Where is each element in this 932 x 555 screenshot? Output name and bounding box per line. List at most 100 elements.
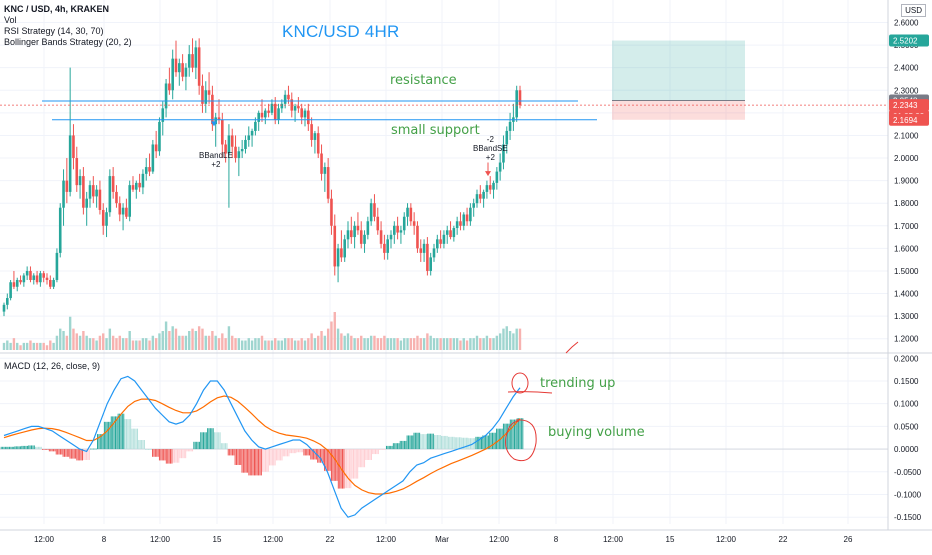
macd-histogram-bar — [200, 432, 202, 450]
macd-histogram-bar — [403, 440, 405, 450]
macd-histogram-bar — [392, 443, 394, 450]
volume-bar — [131, 340, 135, 350]
candle-body — [201, 85, 204, 104]
symbol-title[interactable]: KNC / USD, 4h, KRAKEN — [4, 4, 110, 14]
macd-histogram-bar — [369, 449, 371, 460]
volume-bar — [62, 331, 65, 350]
indicator-vol[interactable]: Vol — [4, 15, 17, 25]
macd-histogram-bar — [138, 440, 140, 450]
candle-body — [6, 298, 9, 305]
macd-histogram-bar — [236, 449, 238, 465]
macd-histogram-bar — [238, 449, 240, 465]
macd-histogram-bar — [425, 434, 427, 450]
volume-bar — [52, 342, 55, 350]
candle-body — [293, 106, 297, 111]
macd-histogram-bar — [330, 449, 332, 481]
macd-pane — [0, 375, 888, 518]
volume-bar — [274, 338, 277, 350]
indicator-bollinger[interactable]: Bollinger Bands Strategy (20, 2) — [4, 37, 132, 47]
candle-body — [118, 203, 122, 215]
macd-histogram-bar — [132, 428, 134, 450]
macd-histogram-bar — [302, 449, 304, 453]
macd-histogram-bar — [260, 449, 262, 476]
candle-body — [330, 198, 333, 226]
time-tick-label: 12:00 — [34, 535, 55, 544]
macd-histogram-bar — [479, 436, 481, 450]
volume-bar — [412, 338, 416, 350]
position-box[interactable] — [612, 40, 745, 120]
macd-histogram-bar — [145, 449, 147, 450]
candle-body — [346, 230, 350, 240]
macd-histogram-bar — [476, 436, 478, 450]
price-tick-label: 1.4000 — [894, 290, 919, 299]
candle-body — [237, 151, 241, 159]
volume-bar — [293, 340, 297, 350]
candle-body — [488, 185, 492, 190]
macd-histogram-bar — [28, 445, 30, 450]
macd-histogram-bar — [478, 436, 480, 450]
macd-histogram-bar — [491, 432, 493, 450]
macd-histogram-bar — [397, 443, 399, 450]
macd-histogram-bar — [346, 449, 348, 489]
macd-histogram-bar — [179, 449, 181, 459]
drawing-lines[interactable] — [0, 100, 888, 177]
candle-body — [111, 176, 115, 192]
macd-histogram-bar — [50, 449, 52, 452]
price-tick-label: 2.6000 — [894, 19, 919, 28]
macd-histogram-bar — [373, 449, 375, 455]
volume-bar — [360, 335, 363, 350]
currency-label[interactable]: USD — [901, 4, 926, 17]
price-tick-label: 1.5000 — [894, 267, 919, 276]
macd-histogram-bar — [501, 428, 503, 450]
candle-body — [187, 54, 191, 68]
candle-body — [260, 112, 264, 118]
macd-histogram-bar — [94, 448, 96, 450]
candle-body — [389, 234, 393, 240]
macd-histogram-bar — [161, 449, 163, 461]
volume-bar — [393, 338, 396, 350]
macd-histogram-bar — [303, 449, 305, 456]
macd-histogram-bar — [311, 449, 313, 460]
macd-histogram-bar — [157, 449, 159, 457]
macd-histogram-bar — [434, 435, 436, 450]
volume-bar — [121, 338, 125, 350]
candles — [2, 38, 522, 317]
profit-zone — [612, 40, 745, 101]
macd-histogram-bar — [359, 449, 361, 468]
macd-histogram-bar — [457, 437, 459, 450]
candle-body — [247, 135, 251, 140]
macd-histogram-bar — [474, 438, 476, 450]
macd-histogram-bar — [508, 423, 510, 450]
volume-bar — [105, 338, 108, 350]
time-tick-label: 12:00 — [489, 535, 510, 544]
macd-histogram-bar — [435, 435, 437, 450]
candle-body — [138, 182, 141, 188]
macd-histogram-bar — [137, 428, 139, 450]
indicator-rsi[interactable]: RSI Strategy (14, 30, 70) — [4, 26, 104, 36]
freehand-annotations[interactable] — [505, 341, 579, 462]
volume-bar — [244, 340, 247, 350]
bband-se-value-bottom: +2 — [485, 153, 495, 162]
candle-body — [277, 108, 280, 120]
macd-histogram-bar — [304, 449, 306, 456]
candle-body — [72, 135, 75, 159]
price-tick-label: 2.3000 — [894, 86, 919, 95]
time-tick-label: 12:00 — [150, 535, 171, 544]
macd-histogram-bar — [84, 449, 86, 460]
macd-histogram-bar — [522, 418, 524, 450]
volume-bar — [287, 338, 290, 350]
price-tick-label: 2.0000 — [894, 154, 919, 163]
macd-histogram-bar — [436, 435, 438, 450]
volume-bar — [303, 340, 307, 350]
macd-histogram-bar — [321, 449, 323, 463]
macd-histogram-bar — [112, 416, 114, 450]
candle-body — [151, 144, 155, 172]
volume-bar — [283, 338, 287, 350]
macd-histogram-bar — [57, 449, 59, 455]
macd-histogram-bar — [24, 445, 26, 450]
macd-signal-line — [3, 395, 521, 495]
macd-legend[interactable]: MACD (12, 26, close, 9) — [4, 361, 101, 371]
macd-histogram-bar — [515, 419, 517, 450]
